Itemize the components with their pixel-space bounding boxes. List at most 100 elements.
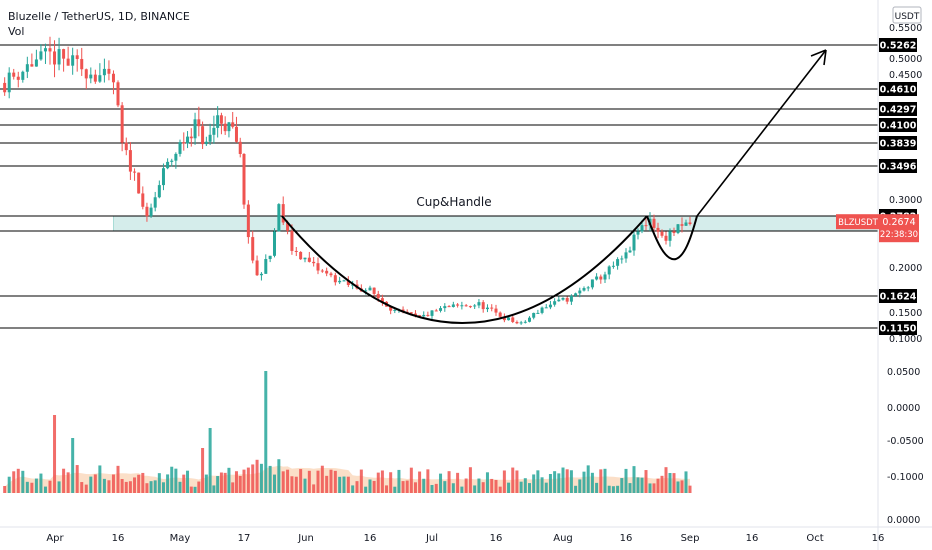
candle-body	[153, 197, 157, 208]
candle-body	[426, 314, 430, 316]
candle-body	[124, 142, 128, 151]
volume-bar	[208, 428, 212, 493]
level-label-3: 0.4100	[880, 121, 917, 132]
volume-bar	[607, 485, 611, 493]
target-arrow	[696, 49, 827, 217]
candle-body	[586, 287, 590, 289]
candle-body	[624, 252, 628, 259]
candle-body	[7, 72, 11, 93]
volume-bar	[393, 486, 397, 493]
candle-body	[231, 122, 235, 127]
candle-body	[268, 255, 272, 260]
volume-bar	[333, 470, 337, 493]
volume-bar	[401, 481, 405, 493]
candle-body	[644, 225, 648, 227]
symbol-tag-bg	[836, 214, 880, 230]
volume-bar	[595, 482, 599, 493]
level-label-bg	[879, 321, 917, 335]
volume-bar	[385, 485, 389, 493]
volume-bar	[477, 478, 481, 493]
volume-bar	[303, 478, 307, 493]
candle-body	[286, 222, 290, 231]
volume-bar	[186, 470, 190, 493]
time-tick-label: Sep	[681, 533, 700, 544]
volume-bar	[157, 473, 161, 493]
level-label-1: 0.4610	[880, 85, 917, 96]
candle-body	[189, 136, 193, 139]
volume-bar	[405, 480, 409, 493]
candle-body	[393, 309, 397, 311]
candle-body	[464, 305, 468, 307]
volume-bar	[644, 470, 648, 493]
volume-bar	[502, 470, 506, 493]
volume-bar	[684, 471, 688, 493]
volume-bar	[574, 485, 578, 493]
volume-bar	[25, 481, 29, 493]
price-tick-label: 0.2000	[889, 263, 922, 274]
volume-bar	[439, 473, 443, 493]
volume-bar	[590, 472, 594, 493]
candle-body	[145, 206, 149, 217]
volume-bar	[102, 478, 106, 493]
volume-bar	[422, 478, 426, 493]
level-label-bg	[879, 136, 917, 150]
candle-body	[273, 231, 276, 256]
candle-body	[443, 306, 447, 309]
candle-body	[80, 58, 84, 70]
time-tick-label: Aug	[553, 533, 573, 544]
level-label-9: 0.1150	[880, 324, 917, 335]
candle-body	[212, 127, 216, 135]
candle-body	[21, 71, 25, 80]
candle-body	[656, 227, 660, 232]
volume-bar	[434, 483, 438, 493]
volume-bar	[490, 478, 494, 493]
time-tick-label: May	[170, 533, 191, 544]
candle-body	[498, 312, 502, 317]
candle-body	[544, 307, 548, 309]
symbol-tag: BLZUSDT	[838, 218, 879, 228]
volume-bar	[312, 484, 316, 493]
candle-body	[532, 312, 536, 318]
candle-body	[166, 161, 170, 169]
candle-body	[590, 279, 594, 288]
volume-bar	[75, 465, 79, 493]
candle-body	[102, 68, 106, 76]
volume-tick-label: 0.0000	[887, 515, 920, 526]
volume-bar	[688, 485, 692, 493]
volume-bar	[351, 485, 355, 493]
candle-body	[351, 284, 355, 286]
volume-bar	[468, 467, 472, 493]
candle-body	[329, 273, 333, 276]
volume-bar	[620, 478, 624, 493]
volume-bar	[376, 472, 380, 493]
candle-body	[3, 82, 7, 93]
candle-body	[120, 105, 124, 143]
volume-bar	[523, 478, 527, 493]
volume-bar	[145, 483, 149, 493]
level-label-bg	[879, 289, 917, 303]
volume-bar	[66, 472, 70, 493]
volume-bar	[133, 477, 137, 493]
volume-bar	[316, 470, 320, 493]
volume-tick-label: -0.1000	[887, 472, 924, 483]
candle-body	[338, 280, 342, 283]
volume-bar	[413, 482, 417, 493]
candle-body	[473, 305, 477, 307]
candle-body	[193, 119, 197, 139]
candle-body	[246, 204, 250, 238]
currency-button[interactable]	[892, 6, 922, 24]
candle-body	[468, 306, 472, 308]
candle-body	[216, 115, 220, 128]
volume-bar	[632, 466, 636, 493]
volume-bar	[204, 474, 208, 493]
volume-bar	[329, 469, 333, 493]
candle-body	[582, 288, 586, 291]
candle-body	[636, 231, 640, 235]
volume-bar	[672, 473, 676, 493]
volume-bar	[281, 471, 285, 493]
candle-body	[303, 257, 307, 260]
time-tick-label: 16	[746, 533, 759, 544]
volume-bar	[652, 483, 656, 493]
price-tag-value: 0.2674	[882, 217, 915, 228]
